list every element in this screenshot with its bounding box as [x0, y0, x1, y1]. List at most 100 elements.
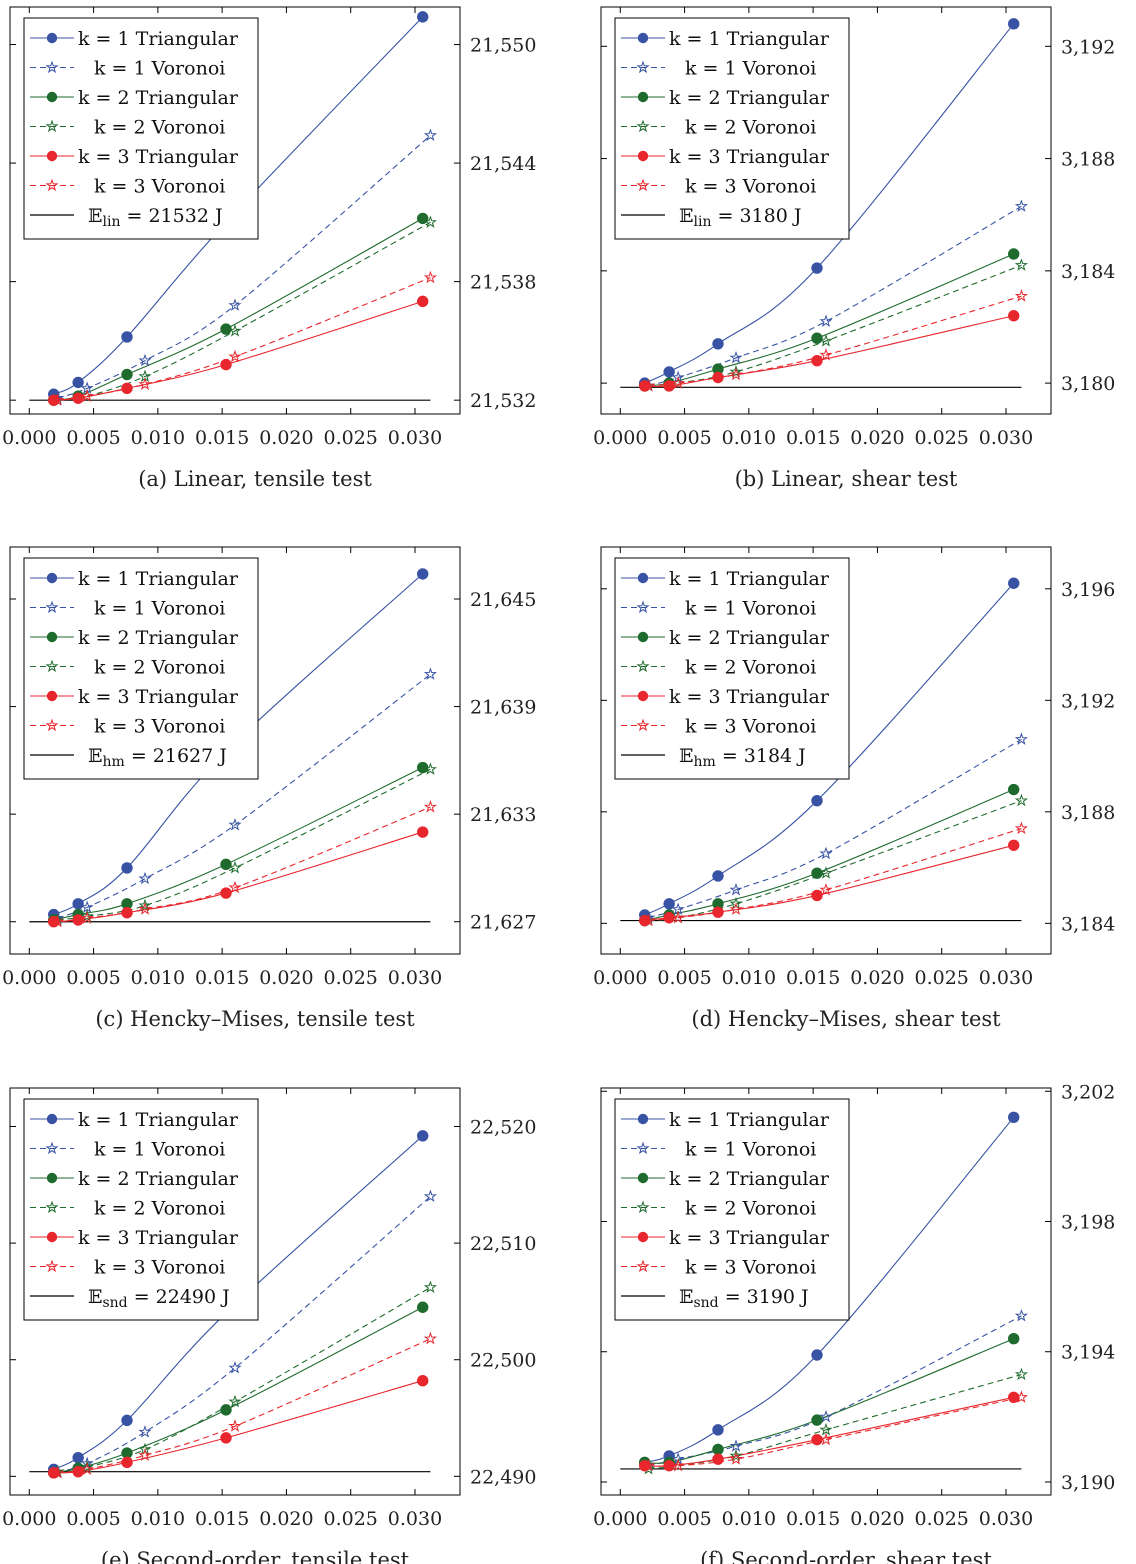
data-point	[138, 1448, 152, 1461]
data-point	[121, 907, 133, 919]
x-tick-label: 0.020	[850, 427, 904, 449]
series-line	[648, 205, 1022, 387]
plot-frame	[600, 1087, 1052, 1496]
x-tick-label: 0.005	[66, 967, 120, 989]
data-point	[423, 215, 438, 228]
x-tick-label: 0.025	[324, 1508, 378, 1530]
legend-item: k = 3 Voronoi	[30, 716, 225, 738]
y-tick-label: 22,520	[470, 1116, 536, 1138]
series-line	[644, 1396, 1014, 1467]
x-tick-label: 0.010	[131, 427, 185, 449]
x-tick-label: 0.030	[388, 1508, 442, 1530]
data-point	[423, 1189, 438, 1203]
x-tick-label: 0.015	[786, 967, 840, 989]
legend-label: k = 1 Triangular	[669, 1109, 830, 1131]
data-point	[729, 364, 743, 378]
legend-label: k = 2 Triangular	[669, 87, 830, 109]
data-point	[819, 334, 833, 347]
data-point	[1014, 258, 1029, 271]
legend-label: k = 1 Voronoi	[94, 598, 225, 620]
plot-frame	[9, 1087, 461, 1496]
legend-marker	[45, 178, 59, 192]
x-tick-label: 0.005	[66, 427, 120, 449]
data-point	[641, 913, 656, 927]
x-tick-label: 0.020	[850, 1508, 904, 1530]
data-point	[819, 1422, 833, 1436]
legend-marker	[45, 60, 59, 74]
legend-label: k = 1 Voronoi	[685, 58, 816, 80]
y-tick-label: 3,192	[1061, 690, 1115, 712]
data-point	[811, 1414, 823, 1426]
data-point	[121, 331, 133, 343]
data-point	[1008, 1333, 1020, 1345]
data-point	[1008, 310, 1020, 322]
legend-item: k = 1 Triangular	[30, 28, 239, 50]
data-point	[423, 800, 438, 813]
legend-marker	[637, 572, 649, 584]
legend-label: k = 1 Triangular	[669, 568, 830, 590]
legend-label: 𝔼snd = 22490 J	[88, 1286, 230, 1311]
x-tick-label: 0.015	[195, 1508, 249, 1530]
legend-item: k = 2 Voronoi	[621, 1198, 816, 1220]
data-point	[228, 817, 242, 831]
data-point	[423, 1280, 438, 1294]
data-point	[80, 389, 94, 402]
y-tick-label: 21,645	[470, 589, 536, 611]
data-point	[228, 1360, 242, 1374]
data-point	[729, 1449, 743, 1462]
y-tick-label: 3,198	[1061, 1211, 1115, 1233]
series-line	[53, 1306, 423, 1474]
chart-panel: 0.000 0.005 0.010 0.015 0.020 0.025 0.030 21,62…	[2, 546, 536, 1031]
legend-marker	[637, 1231, 649, 1243]
series-line	[648, 828, 1022, 922]
x-tick-label: 0.010	[722, 967, 776, 989]
data-point	[80, 909, 94, 922]
data-point	[228, 324, 242, 337]
data-point	[663, 898, 675, 910]
data-point	[811, 889, 823, 902]
plot-frame	[9, 6, 461, 415]
data-point	[1008, 1111, 1020, 1124]
x-tick-label: 0.020	[259, 1508, 313, 1530]
y-tick-label: 3,188	[1061, 149, 1115, 171]
series-line	[57, 135, 431, 399]
series-line	[648, 1374, 1022, 1470]
legend-marker	[46, 91, 58, 103]
x-tick-label: 0.010	[131, 967, 185, 989]
x-tick-label: 0.010	[722, 1508, 776, 1530]
legend-item: k = 2 Triangular	[621, 1168, 830, 1190]
x-tick-label: 0.020	[850, 967, 904, 989]
data-point	[50, 914, 65, 928]
x-tick-label: 0.000	[593, 427, 647, 449]
data-point	[121, 368, 133, 381]
series-line	[57, 277, 431, 401]
data-point	[121, 382, 133, 395]
x-tick-label: 0.010	[722, 427, 776, 449]
data-point	[1014, 1308, 1029, 1322]
data-point	[1008, 839, 1020, 851]
legend-item: k = 1 Voronoi	[30, 58, 225, 80]
y-tick-label: 3,196	[1061, 579, 1115, 601]
legend-label: 𝔼hm = 3184 J	[679, 745, 806, 770]
legend-label: k = 1 Voronoi	[94, 1139, 225, 1161]
legend-marker	[636, 718, 650, 732]
legend-item: k = 3 Triangular	[621, 686, 830, 708]
series-line	[57, 806, 431, 923]
legend-label: k = 1 Voronoi	[685, 1139, 816, 1161]
legend-item: k = 3 Triangular	[30, 686, 239, 708]
data-point	[729, 1452, 743, 1465]
legend-label: k = 3 Voronoi	[685, 716, 816, 738]
data-point	[663, 1459, 675, 1472]
x-tick-label: 0.000	[2, 967, 56, 989]
data-point	[729, 896, 743, 910]
data-point	[1008, 577, 1020, 589]
x-tick-label: 0.030	[388, 967, 442, 989]
data-point	[423, 1331, 438, 1345]
legend-label: k = 3 Triangular	[669, 1227, 830, 1249]
legend-item: 𝔼snd = 3190 J	[621, 1286, 809, 1311]
chart-caption: (d) Hencky–Mises, shear test	[691, 1007, 1001, 1031]
chart-panel: 0.000 0.005 0.010 0.015 0.020 0.025 0.030 3,190…	[593, 1081, 1115, 1564]
chart-caption: (e) Second-order, tensile test	[101, 1548, 410, 1564]
data-point	[72, 376, 84, 389]
legend-marker	[46, 1172, 58, 1184]
